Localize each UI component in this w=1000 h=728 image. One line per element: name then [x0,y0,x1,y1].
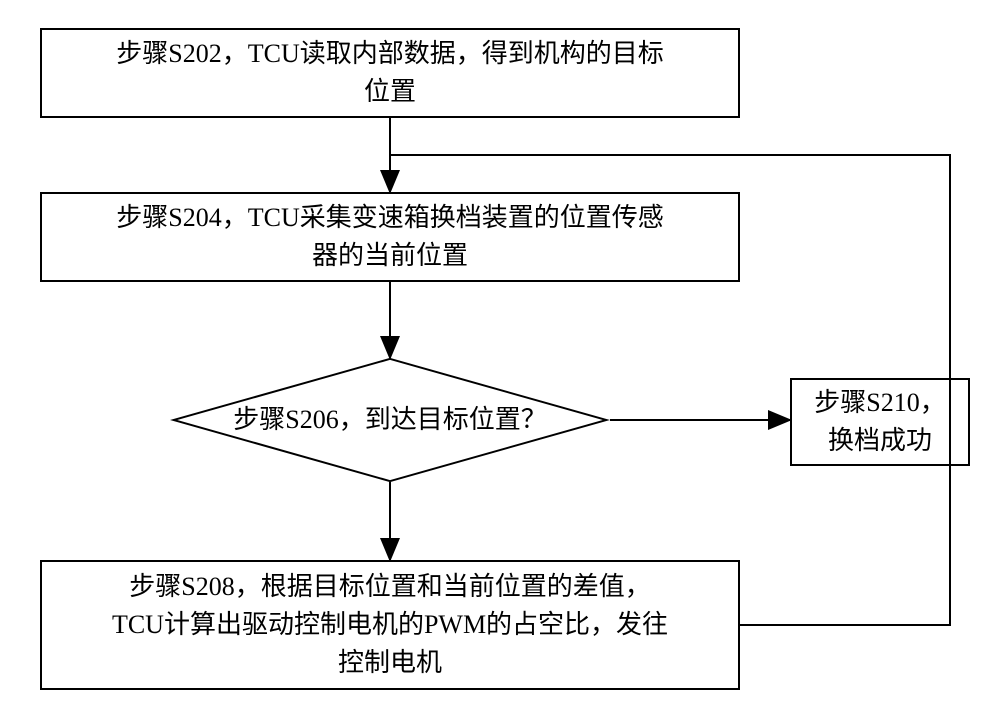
step-s208-text: 步骤S208，根据目标位置和当前位置的差值， TCU计算出驱动控制电机的PWM的… [112,568,668,681]
s210-line2: 换档成功 [828,426,932,455]
s208-line2: TCU计算出驱动控制电机的PWM的占空比，发往 [112,610,668,639]
step-s202-box: 步骤S202，TCU读取内部数据，得到机构的目标 位置 [40,28,740,118]
step-s202-text: 步骤S202，TCU读取内部数据，得到机构的目标 位置 [116,35,663,110]
step-s204-box: 步骤S204，TCU采集变速箱换档装置的位置传感 器的当前位置 [40,192,740,282]
step-s206-decision: 步骤S206，到达目标位置？ [170,358,610,482]
s204-line2: 器的当前位置 [312,241,468,270]
step-s204-text: 步骤S204，TCU采集变速箱换档装置的位置传感 器的当前位置 [116,199,663,274]
s206-text: 步骤S206，到达目标位置？ [233,405,546,434]
s210-line1: 步骤S210， [814,388,945,417]
s202-line2: 位置 [364,77,416,106]
s208-line3: 控制电机 [338,648,442,677]
step-s210-box: 步骤S210， 换档成功 [790,378,970,466]
s208-line1: 步骤S208，根据目标位置和当前位置的差值， [129,572,650,601]
step-s208-box: 步骤S208，根据目标位置和当前位置的差值， TCU计算出驱动控制电机的PWM的… [40,560,740,690]
step-s206-text: 步骤S206，到达目标位置？ [233,402,546,438]
step-s210-text: 步骤S210， 换档成功 [814,384,945,459]
s202-line1: 步骤S202，TCU读取内部数据，得到机构的目标 [116,39,663,68]
s204-line1: 步骤S204，TCU采集变速箱换档装置的位置传感 [116,203,663,232]
